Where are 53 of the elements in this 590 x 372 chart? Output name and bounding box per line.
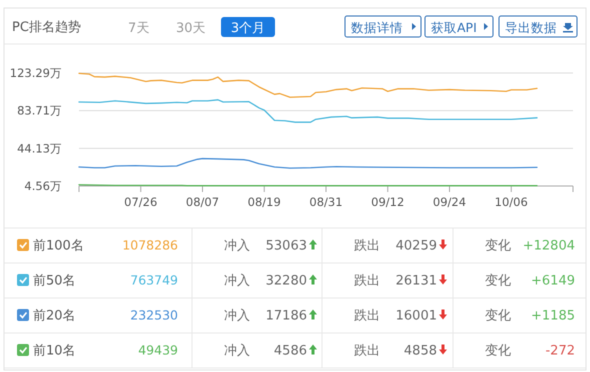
legend-label: 前100名 [33, 238, 84, 254]
text: 冲入 [224, 274, 250, 288]
text: +1185 [531, 308, 575, 324]
text: +12804 [522, 238, 575, 254]
text: 16001 [396, 308, 437, 324]
text: 40259 [396, 238, 437, 254]
text: 获取API [431, 20, 477, 35]
x-tick-label: 10/06 [494, 195, 528, 209]
text: 7天 [128, 21, 150, 36]
text: 763749 [130, 272, 178, 288]
text: 26131 [396, 274, 437, 288]
text: 跌出 [354, 238, 380, 254]
text: 变化 [485, 238, 511, 254]
text: 数据详情 [351, 20, 403, 35]
text: 232530 [130, 308, 178, 322]
line-series [78, 72, 538, 98]
text: 变化 [485, 274, 511, 288]
text: 跌出 [354, 308, 380, 324]
text: +6149 [531, 274, 575, 288]
legend-label: 前20名 [33, 308, 76, 324]
text: 导出数据 [505, 20, 557, 35]
line-series [78, 99, 538, 123]
text: 变化 [485, 308, 511, 324]
x-tick-label: 08/19 [248, 195, 281, 209]
x-tick-label: 08/31 [309, 195, 343, 209]
text: 冲入 [224, 308, 250, 324]
y-tick-label: 44.13万 [17, 141, 62, 156]
x-tick-label: 09/12 [371, 195, 404, 209]
x-tick-label: 08/07 [186, 195, 220, 209]
text: 17186 [266, 308, 307, 324]
text: 4858 [404, 344, 437, 358]
text: 变化 [485, 344, 511, 358]
text: 1078286 [122, 238, 178, 252]
x-tick-label: 07/26 [124, 195, 158, 209]
y-tick-label: 83.71万 [17, 104, 62, 118]
text: 跌出 [354, 274, 380, 288]
legend-label: 前50名 [33, 274, 76, 288]
text: 冲入 [224, 344, 250, 358]
text: 53063 [266, 238, 307, 254]
text: 30天 [176, 21, 206, 36]
text: -272 [545, 344, 575, 358]
y-tick-label: 4.56万 [24, 179, 62, 193]
text: 3个月 [230, 21, 266, 36]
text: 4586 [274, 344, 307, 358]
text: 冲入 [224, 238, 250, 254]
text: 32280 [266, 274, 307, 288]
chart-title: PC排名趋势 [12, 20, 81, 35]
text: 跌出 [354, 344, 380, 358]
y-tick-label: 123.29万 [10, 66, 62, 80]
legend-label: 前10名 [33, 344, 76, 358]
x-tick-label: 09/24 [432, 195, 466, 209]
line-series [78, 158, 538, 169]
text: 49439 [138, 342, 178, 358]
